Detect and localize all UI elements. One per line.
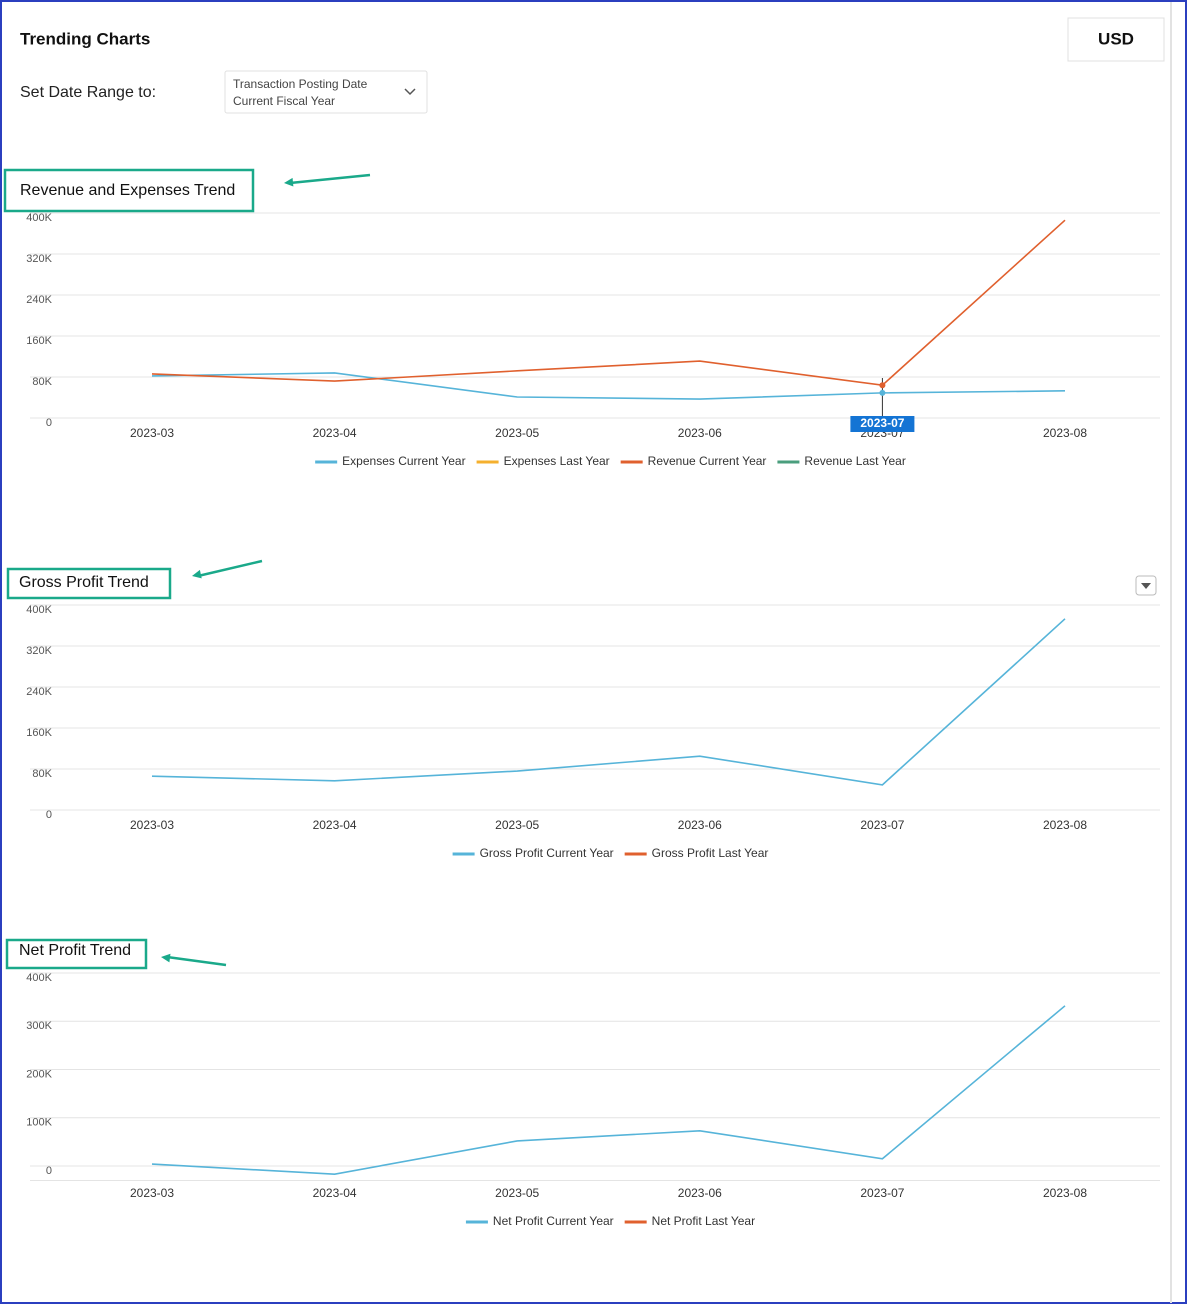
legend-label: Net Profit Current Year: [493, 1214, 614, 1228]
hover-label: 2023-07: [860, 416, 904, 430]
chart-title-box: [6, 567, 172, 600]
dropdown-chevron: [404, 88, 416, 96]
legend-label: Gross Profit Last Year: [652, 846, 769, 860]
chart-title: Revenue and Expenses Trend: [20, 182, 235, 199]
date-dropdown[interactable]: [224, 70, 428, 114]
chart-title-box: [3, 168, 255, 213]
x-tick-label: 2023-06: [678, 426, 722, 440]
hover-point: [879, 389, 886, 396]
date-field: Transaction Posting Date: [233, 77, 368, 91]
legend-label: Net Profit Last Year: [652, 1214, 755, 1228]
x-tick-label: 2023-03: [130, 1186, 174, 1200]
annotation-arrow: [289, 173, 371, 185]
legend-label: Gross Profit Current Year: [480, 846, 614, 860]
x-tick-label: 2023-06: [678, 1186, 722, 1200]
y-tick-label: 320K: [26, 645, 52, 657]
legend-label: Expenses Last Year: [504, 454, 610, 468]
y-tick-label: 240K: [26, 686, 52, 698]
y-tick-label: 240K: [26, 294, 52, 306]
currency-label: USD: [1098, 29, 1134, 48]
x-tick-label: 2023-05: [495, 818, 539, 832]
series-line: [151, 219, 1066, 387]
annotation-arrowhead: [192, 569, 202, 579]
legend: Expenses Current Year Expenses Last Year R…: [315, 454, 906, 468]
y-tick-label: 400K: [26, 604, 52, 616]
y-tick-label: 160K: [26, 727, 52, 739]
currency-button[interactable]: [1067, 17, 1165, 62]
y-tick-label: 300K: [26, 1020, 52, 1032]
legend-label: Revenue Last Year: [804, 454, 905, 468]
x-tick-label: 2023-04: [313, 426, 357, 440]
annotation-arrow: [166, 955, 227, 967]
y-tick-label: 200K: [26, 1068, 52, 1080]
x-tick-label: 2023-07: [860, 1186, 904, 1200]
x-tick-label: 2023-05: [495, 426, 539, 440]
y-tick-label: 320K: [26, 253, 52, 265]
page-title: Trending Charts: [20, 29, 150, 48]
y-tick-label: 0: [46, 417, 52, 429]
y-tick-label: 0: [46, 1165, 52, 1177]
hover-label-bg: [850, 416, 915, 432]
y-tick-label: 80K: [32, 376, 52, 388]
series-line: [151, 618, 1066, 786]
y-tick-label: 80K: [32, 768, 52, 780]
legend-label: Revenue Current Year: [648, 454, 767, 468]
chart-menu-icon: [1141, 583, 1151, 589]
y-tick-label: 400K: [26, 972, 52, 984]
y-tick-label: 160K: [26, 335, 52, 347]
x-tick-label: 2023-06: [678, 818, 722, 832]
y-tick-label: 400K: [26, 212, 52, 224]
chart-title: Gross Profit Trend: [19, 574, 149, 591]
x-tick-label: 2023-04: [313, 1186, 357, 1200]
annotation-arrowhead: [161, 953, 171, 963]
date-range-label: Set Date Range to:: [20, 84, 156, 101]
x-tick-label: 2023-07: [860, 818, 904, 832]
date-period: Current Fiscal Year: [233, 94, 335, 108]
x-tick-label: 2023-08: [1043, 1186, 1087, 1200]
y-tick-label: 100K: [26, 1117, 52, 1129]
x-tick-label: 2023-08: [1043, 818, 1087, 832]
chart-title: Net Profit Trend: [19, 942, 131, 959]
legend: Net Profit Current Year Net Profit Last Y…: [465, 1214, 755, 1228]
legend-label: Expenses Current Year: [342, 454, 465, 468]
series-line: [151, 372, 1066, 400]
x-tick-label: 2023-05: [495, 1186, 539, 1200]
y-tick-label: 0: [46, 809, 52, 821]
x-tick-label: 2023-08: [1043, 426, 1087, 440]
series-line: [151, 1005, 1066, 1176]
legend: Gross Profit Current Year Gross Profit La…: [452, 846, 769, 860]
hover-point: [879, 382, 886, 389]
chart-title-box: [5, 938, 148, 970]
x-tick-label: 2023-03: [130, 426, 174, 440]
x-tick-label: 2023-03: [130, 818, 174, 832]
annotation-arrowhead: [284, 177, 294, 187]
annotation-arrow: [197, 559, 263, 578]
x-tick-label: 2023-04: [313, 818, 357, 832]
